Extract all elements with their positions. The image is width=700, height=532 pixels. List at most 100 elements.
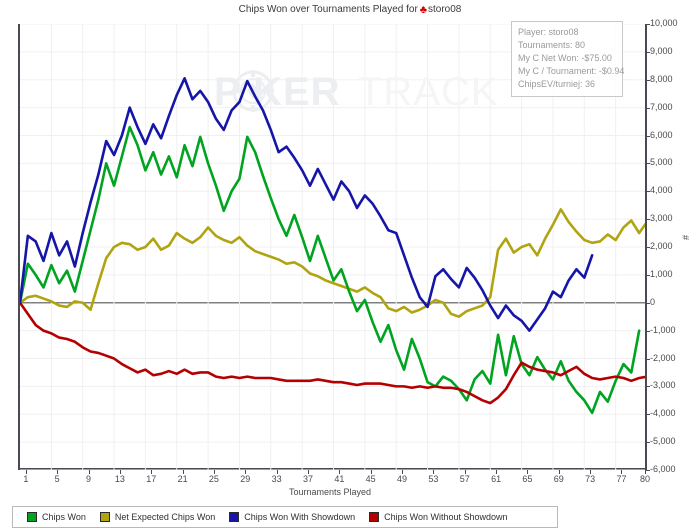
y-tick-label: 3,000 [650,213,673,224]
y-tick-mark [645,24,650,25]
x-tick-label: 25 [208,474,219,484]
y-tick-label: 5,000 [650,157,673,168]
y-tick-mark [645,51,650,53]
x-tick-label: 45 [365,474,376,484]
legend-swatch-icon [99,512,110,522]
info-line-net-won: My C Net Won: -$75.00 [518,53,612,63]
x-tick-label: 53 [428,474,439,484]
y-tick-mark [645,163,650,165]
x-tick-label: 77 [616,474,627,484]
y-tick-label: 7,000 [650,101,673,112]
x-tick-label: 17 [146,474,157,484]
y-tick-label: -2,000 [650,352,676,363]
series-line-chips-won-without-showdown [20,301,647,405]
x-tick-label: 65 [522,474,533,484]
y-tick-mark [645,107,650,109]
y-tick-label: 1,000 [650,268,673,279]
series-line-chips-won [20,125,641,415]
x-tick-label: 1 [23,474,29,484]
y-tick-mark [645,442,650,444]
y-tick-label: -4,000 [650,408,676,419]
y-axis-spine [645,24,647,470]
series-layer [20,77,647,415]
x-tick-label: 29 [240,474,251,484]
x-tick-mark [464,470,466,474]
y-tick-mark [645,135,650,137]
y-tick-mark [645,302,650,304]
x-tick-label: 41 [334,474,345,484]
x-tick-mark [339,470,341,474]
x-tick-mark [590,470,592,474]
x-tick-mark [245,470,247,474]
chart-title-player: storo08 [428,4,462,15]
x-tick-mark [25,470,27,474]
x-tick-mark [182,470,184,474]
y-tick-label: -5,000 [650,436,676,447]
y-tick-label: -6,000 [650,464,676,474]
y-tick-label: -1,000 [650,324,676,335]
y-tick-label: -3,000 [650,380,676,391]
x-tick-label: 80 [639,474,650,484]
y-tick-label: 2,000 [650,241,673,251]
legend-item-chips-won-without-showdown[interactable]: Chips Won Without Showdown [369,512,508,522]
x-tick-label: 33 [271,474,282,484]
x-tick-label: 5 [54,474,60,484]
legend-label: Net Expected Chips Won [114,512,216,522]
x-tick-mark [307,470,309,474]
x-tick-mark [621,470,623,474]
y-tick-label: 6,000 [650,129,673,140]
y-tick-label: 4,000 [650,185,673,196]
y-tick-mark [645,414,650,416]
info-line-tournaments: Tournaments: 80 [518,40,586,50]
y-tick-mark [645,358,650,360]
y-axis-label: # [681,234,691,240]
legend-item-chips-won[interactable]: Chips Won [27,512,86,522]
x-tick-mark [151,470,153,474]
x-tick-mark [119,470,121,474]
x-tick-label: 21 [177,474,188,484]
y-tick-label: 0 [650,296,656,307]
x-tick-mark [433,470,435,474]
x-tick-label: 57 [459,474,470,484]
legend-label: Chips Won Without Showdown [384,512,508,522]
x-tick-mark [370,470,372,474]
x-tick-label: 13 [114,474,125,484]
y-tick-mark [645,330,650,332]
page-title: Chips Won over Tournaments Played for ♣st… [0,4,700,16]
x-tick-label: 9 [86,474,92,484]
x-tick-label: 73 [585,474,596,484]
x-tick-mark [402,470,404,474]
y-tick-label: 8,000 [650,73,673,84]
legend-item-chips-won-with-showdown[interactable]: Chips Won With Showdown [229,512,355,522]
x-tick-mark [57,470,59,474]
legend-label: Chips Won [42,512,86,522]
info-line-chipsev: ChipsEV/turniej: 36 [518,79,596,89]
chart-title-text: Chips Won over Tournaments Played for [238,4,418,15]
y-tick-mark [645,470,650,471]
y-tick-mark [645,247,650,248]
chart-legend: Chips Won Net Expected Chips Won Chips Won… [12,506,558,528]
y-tick-mark [645,79,650,81]
y-tick-mark [645,219,650,221]
plot-area: P KER TRACKER Player: storo08 Tournament… [18,21,647,470]
y-tick-mark [645,386,650,388]
x-tick-mark [496,470,498,474]
x-tick-label: 69 [553,474,564,484]
x-tick-mark [88,470,90,474]
x-tick-label: 49 [397,474,408,484]
legend-swatch-icon [369,512,380,522]
x-tick-mark [527,470,529,474]
x-tick-mark [558,470,560,474]
legend-swatch-icon [27,512,37,522]
legend-item-net-expected-chips-won[interactable]: Net Expected Chips Won [99,512,216,522]
x-tick-mark [213,470,215,474]
x-tick-label: 61 [491,474,502,484]
series-line-net-expected-chips-won [20,208,647,318]
series-line-chips-won-with-showdown [20,77,594,332]
y-tick-mark [645,191,650,193]
y-tick-label: 10,000 [650,18,678,28]
y-tick-label: 9,000 [650,45,673,56]
club-suit-icon: ♣ [419,4,428,16]
legend-swatch-icon [229,512,240,522]
